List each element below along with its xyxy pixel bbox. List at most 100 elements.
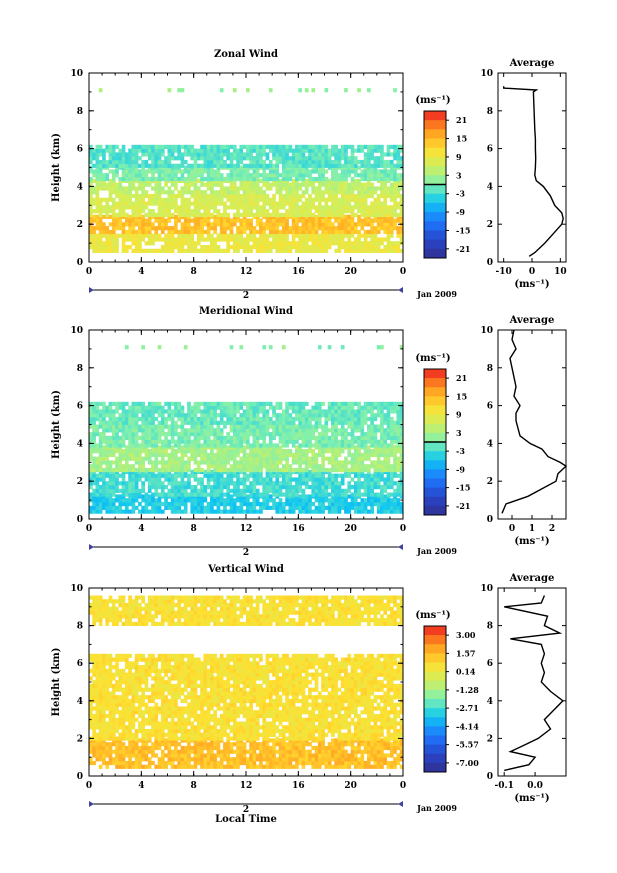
heatmap-cell [180, 237, 185, 242]
heatmap-cell [255, 501, 260, 507]
heatmap-cell [311, 88, 316, 93]
heatmap-cell [174, 432, 178, 437]
heatmap-cell [102, 492, 106, 497]
heatmap-cell [370, 435, 374, 441]
heatmap-cell [344, 222, 348, 227]
heatmap-cell [111, 498, 116, 503]
heatmap-cell [281, 464, 286, 469]
heatmap-cell [177, 416, 181, 422]
heatmap-cell [118, 233, 123, 238]
heatmap-cell [232, 464, 237, 469]
heatmap-cell [98, 241, 103, 246]
heatmap-cell [272, 222, 276, 227]
heatmap-cell [340, 416, 345, 422]
heatmap-cell [157, 197, 162, 202]
heatmap-cell [311, 176, 316, 182]
heatmap-cell [167, 88, 172, 93]
heatmap-cell [344, 201, 348, 206]
heatmap-cell [216, 163, 221, 168]
heatmap-cell [255, 416, 260, 422]
heatmap-cell [242, 449, 247, 454]
heatmap-cell [370, 428, 374, 433]
heatmap-cell [353, 456, 358, 461]
heatmap-cell [285, 492, 289, 497]
heatmap-cell [118, 488, 123, 493]
heatmap-cell [331, 481, 335, 486]
heatmap-cell [200, 424, 204, 429]
y-tick-label: 0 [77, 258, 83, 268]
heatmap-cell [262, 456, 267, 461]
heatmap-cell [115, 477, 119, 482]
heatmap-cell [262, 248, 267, 253]
heatmap-cell [275, 467, 280, 473]
heatmap-cell [347, 182, 352, 187]
heatmap-cell [360, 226, 365, 231]
heatmap-cell [193, 176, 198, 182]
heatmap-cell [226, 420, 231, 425]
heatmap-cell [124, 432, 129, 437]
heatmap-cell [249, 205, 253, 210]
heatmap-cell [200, 484, 204, 490]
heatmap-cell [246, 439, 250, 444]
heatmap-cell [229, 416, 234, 422]
heatmap-cell [190, 218, 195, 223]
heatmap-cell [210, 469, 214, 475]
heatmap-cell [134, 452, 139, 458]
heatmap-cell [275, 233, 280, 238]
heatmap-cell [367, 159, 371, 165]
heatmap-cell [252, 182, 257, 187]
heatmap-cell [265, 186, 270, 191]
heatmap-cell [376, 159, 381, 165]
heatmap-cell [242, 488, 247, 493]
heatmap-cell [183, 452, 188, 458]
heatmap-cell [396, 156, 401, 161]
heatmap-cell [111, 190, 116, 195]
heatmap-cell [180, 241, 185, 246]
heatmap-cell [108, 248, 113, 253]
heatmap-cell [272, 452, 276, 458]
heatmap-cell [357, 201, 361, 206]
heatmap-cell [360, 481, 365, 486]
heatmap-cell [373, 443, 378, 448]
heatmap-cell [370, 148, 374, 153]
heatmap-cell [170, 237, 175, 242]
heatmap-cell [210, 222, 214, 227]
heatmap-cell [275, 218, 280, 223]
heatmap-cell [295, 501, 299, 507]
heatmap-cell [331, 498, 335, 503]
heatmap-cell [373, 248, 378, 253]
colorbar-segment [424, 239, 446, 250]
heatmap-cell [350, 159, 355, 165]
heatmap-cell [334, 464, 338, 469]
heatmap-cell [344, 241, 348, 246]
heatmap-cell [223, 484, 227, 490]
heatmap-cell [232, 443, 237, 448]
heatmap-cell [301, 477, 306, 482]
heatmap-cell [98, 226, 103, 231]
heatmap-cell [92, 218, 96, 223]
heatmap-cell [157, 209, 162, 214]
heatmap-cell [396, 248, 401, 253]
heatmap-cell [242, 477, 247, 482]
heatmap-cell [317, 424, 322, 429]
heatmap-cell [229, 443, 234, 448]
heatmap-cell [295, 201, 299, 206]
heatmap-cell [393, 460, 397, 465]
heatmap-cell [353, 439, 358, 444]
heatmap-cell [121, 237, 126, 242]
heatmap-cell [298, 163, 303, 168]
heatmap-cell [187, 148, 191, 153]
heatmap-cell [350, 193, 355, 199]
heatmap-cell [360, 432, 365, 437]
heatmap-cell [357, 416, 361, 422]
heatmap-cell [334, 443, 338, 448]
heatmap-cell [210, 205, 214, 210]
heatmap-cell [134, 186, 139, 191]
heatmap-cell [288, 481, 293, 486]
heatmap-cell [206, 209, 211, 214]
heatmap-cell [200, 498, 204, 503]
heatmap-cell [337, 467, 342, 473]
heatmap-cell [278, 182, 283, 187]
heatmap-cell [147, 498, 152, 503]
heatmap-cell [344, 473, 348, 478]
